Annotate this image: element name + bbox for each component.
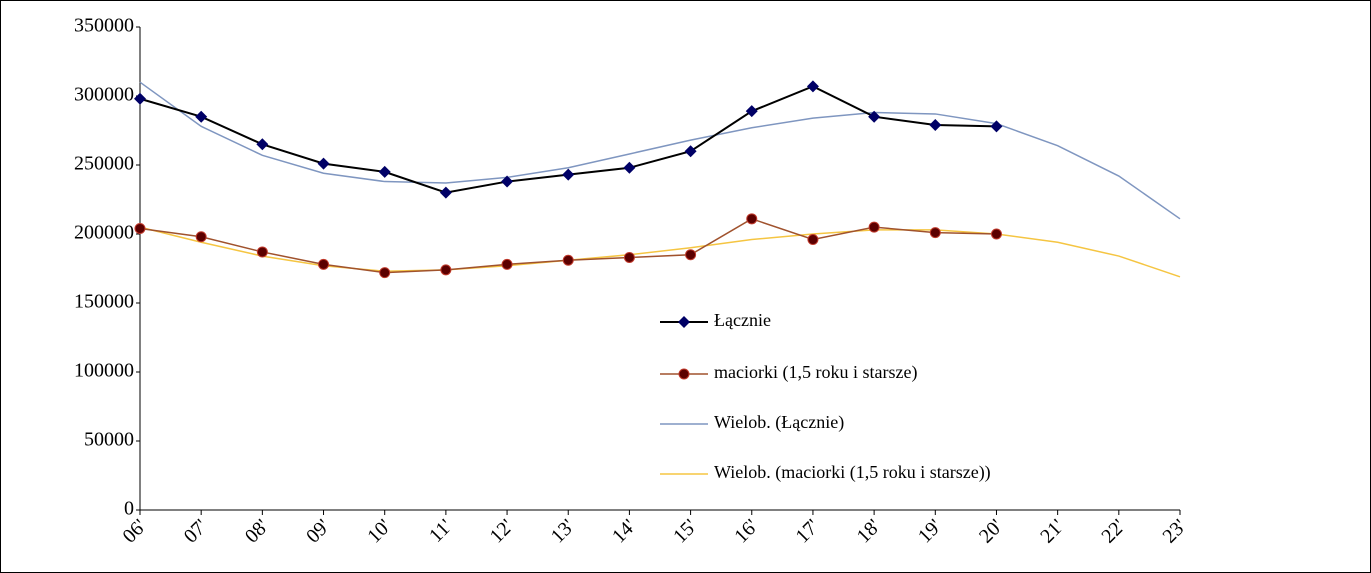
legend-label: maciorki (1,5 roku i starsze) <box>714 362 917 383</box>
y-tick-label: 100000 <box>74 360 134 382</box>
marker <box>256 246 268 258</box>
marker <box>746 213 758 225</box>
marker <box>439 186 452 199</box>
y-tick-label: 0 <box>124 498 134 520</box>
series-line <box>139 81 1181 220</box>
marker <box>134 222 146 234</box>
marker <box>562 168 575 181</box>
marker <box>990 120 1003 133</box>
marker <box>195 110 208 123</box>
marker <box>868 221 880 233</box>
marker <box>685 249 697 261</box>
marker <box>318 258 330 270</box>
marker <box>929 118 942 131</box>
marker <box>378 165 391 178</box>
legend-label: Wielob. (Łącznie) <box>714 412 844 433</box>
series-line <box>139 226 1181 278</box>
marker <box>807 234 819 246</box>
marker <box>745 105 758 118</box>
legend-marker <box>678 316 690 328</box>
marker <box>501 258 513 270</box>
y-tick-label: 250000 <box>74 153 134 175</box>
y-tick-label: 200000 <box>74 222 134 244</box>
y-tick-label: 50000 <box>84 429 134 451</box>
marker <box>929 227 941 239</box>
marker <box>379 267 391 279</box>
legend-label: Wielob. (maciorki (1,5 roku i starsze)) <box>714 462 991 483</box>
marker <box>134 92 146 105</box>
y-tick-label: 150000 <box>74 291 134 313</box>
marker <box>684 145 697 158</box>
marker <box>501 175 514 188</box>
marker <box>317 157 330 170</box>
y-tick-label: 350000 <box>74 15 134 37</box>
marker <box>623 161 636 174</box>
marker <box>623 251 635 263</box>
marker <box>195 231 207 243</box>
legend-marker <box>678 368 690 380</box>
marker <box>562 254 574 266</box>
marker <box>990 228 1002 240</box>
legend-label: Łącznie <box>714 310 771 330</box>
y-tick-label: 300000 <box>74 84 134 106</box>
marker <box>256 138 269 151</box>
marker <box>868 110 881 123</box>
marker <box>806 80 819 93</box>
marker <box>440 264 452 276</box>
